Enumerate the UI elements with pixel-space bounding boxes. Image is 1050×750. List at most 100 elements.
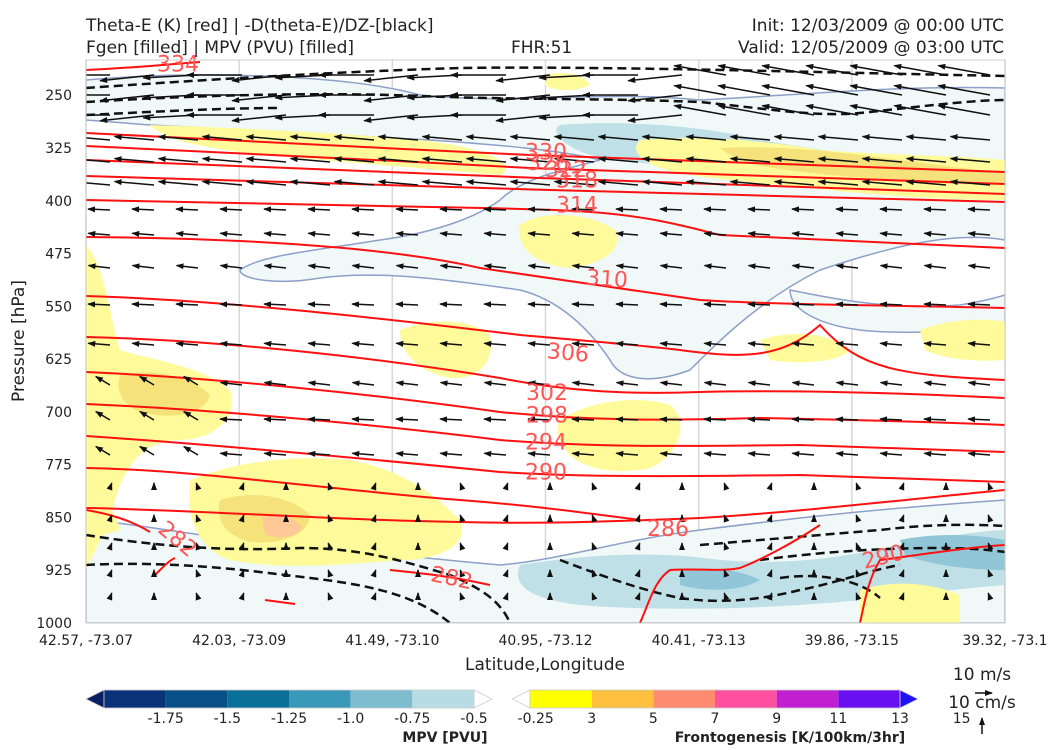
wind-vector: [351, 263, 375, 270]
fgen-region-left-5: [118, 372, 210, 416]
wind-vector: [553, 156, 595, 163]
wind-vector: [113, 156, 155, 163]
wind-vector: [175, 230, 199, 237]
wind-vector: [238, 542, 245, 551]
wind-vector: [659, 416, 683, 423]
wind-vector: [898, 482, 905, 491]
wind-vector: [439, 206, 463, 213]
wind-vector: [175, 340, 199, 347]
colorbar-swatch: [653, 690, 715, 708]
wind-vector: [659, 380, 683, 387]
wind-vector: [421, 156, 463, 163]
wind-vector: [395, 206, 419, 213]
wind-vector: [219, 230, 243, 237]
wind-vector: [527, 416, 551, 423]
wind-vector: [773, 179, 815, 186]
wind-vector: [138, 375, 155, 386]
theta-e-290b: [86, 467, 641, 521]
wind-vector: [483, 416, 507, 423]
wind-vector: [791, 230, 815, 237]
wind-vector: [327, 592, 334, 601]
wind-vector: [351, 206, 375, 213]
wind-vector: [307, 340, 331, 347]
wind-vector: [553, 134, 595, 141]
wind-vector: [949, 156, 991, 163]
theta-e-286: [86, 489, 1005, 524]
wind-vector: [766, 592, 773, 601]
wind-vector: [106, 592, 113, 601]
wind-vector: [835, 301, 859, 308]
wind-vector: [87, 301, 111, 308]
wind-vector: [395, 380, 419, 387]
wind-vector: [791, 450, 815, 457]
wind-vector: [861, 134, 903, 141]
wind-vector: [723, 482, 730, 491]
wind-vector: [502, 592, 509, 601]
y-tick-label: 775: [45, 458, 72, 474]
fgen-region-right-mid: [760, 334, 850, 363]
fgen-region-right-mid2: [920, 319, 1005, 361]
wind-vector: [879, 416, 903, 423]
wind-vector: [263, 340, 287, 347]
wind-vector: [571, 380, 595, 387]
wind-vector: [327, 542, 334, 551]
theta-e-330: [86, 132, 1005, 173]
wind-vector: [905, 156, 947, 163]
wind-vector: [113, 179, 155, 186]
wind-vector: [898, 569, 905, 578]
y-tick-label: 1000: [36, 616, 72, 632]
stability-contour-low6: [779, 574, 881, 599]
wind-vector: [703, 450, 727, 457]
wind-vector: [157, 156, 199, 163]
wind-vector: [615, 380, 639, 387]
wind-vector: [641, 134, 683, 141]
colorbar-extend-left: [511, 689, 531, 709]
wind-vector: [502, 514, 509, 523]
wind-vector: [138, 410, 155, 421]
colorbar-extend-right: [473, 689, 493, 709]
colorbar-tick-label: 9: [772, 711, 781, 727]
wind-vector: [459, 482, 466, 491]
chart-title-line1: Theta-E (K) [red] | -D(theta-E)/DZ-[blac…: [86, 16, 434, 36]
wind-vector: [86, 159, 111, 163]
x-tick-label: 39.32, -73.1: [962, 633, 1047, 649]
wind-vector: [703, 301, 727, 308]
wind-vector: [439, 416, 463, 423]
wind-vector: [923, 450, 947, 457]
wind-vector: [747, 380, 771, 387]
colorbar-swatch: [350, 690, 413, 708]
wind-vector: [307, 301, 331, 308]
colorbar-tick-label: -1.75: [148, 711, 184, 727]
wind-vector: [937, 63, 991, 76]
wind-vector: [94, 410, 111, 421]
wind-vector: [465, 134, 507, 141]
wind-vector: [351, 416, 375, 423]
wind-vector: [627, 114, 683, 123]
wind-vector: [747, 301, 771, 308]
wind-key-horizontal-label: 10 m/s: [953, 665, 1011, 685]
theta-e-labels: 3343303263223183143103063022982942902862…: [153, 53, 907, 596]
wind-vector: [591, 569, 598, 578]
wind-vector: [641, 156, 683, 163]
wind-vector: [835, 380, 859, 387]
wind-vector: [591, 482, 598, 491]
theta-e-label: 294: [525, 430, 567, 455]
wind-vector: [747, 206, 771, 213]
mpv-region-darker-lower: [900, 535, 1005, 570]
wind-vector: [131, 230, 155, 237]
wind-vector: [937, 83, 991, 96]
wind-vector: [439, 263, 463, 270]
wind-vector: [87, 263, 111, 270]
wind-vector: [238, 569, 245, 578]
wind-vector: [723, 542, 730, 551]
wind-vectors: [86, 63, 994, 601]
wind-vector: [459, 514, 466, 523]
stability-contour-low1: [86, 533, 512, 623]
wind-vector: [502, 542, 509, 551]
wind-vector: [106, 569, 113, 578]
frontogenesis-colorbar: 3 5 7 9 11 13 15: [511, 689, 971, 727]
wind-vector: [527, 380, 551, 387]
wind-vector: [571, 340, 595, 347]
wind-vector: [94, 445, 111, 456]
x-axis-label: Latitude,Longitude: [465, 655, 625, 675]
